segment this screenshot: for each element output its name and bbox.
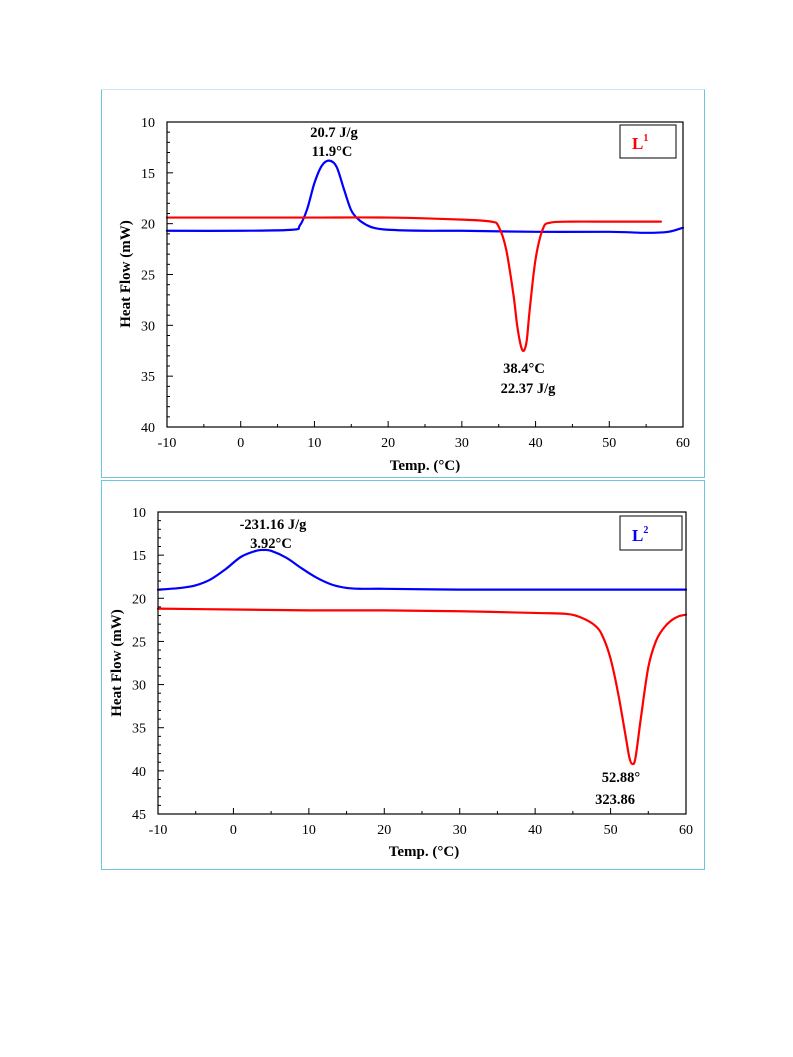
legend-box [619, 515, 683, 551]
trough-annotation-line-1: 52.88° [602, 770, 641, 786]
y-tick-label: 15 [132, 549, 146, 564]
trough-annotation-line-1: 38.4°C [503, 361, 545, 377]
x-tick-label: 0 [230, 823, 237, 838]
y-tick-label: 20 [132, 592, 146, 607]
x-tick-label: 10 [307, 436, 321, 451]
x-tick-label: 30 [453, 823, 467, 838]
dsc-chart-1: -10 0 10 20 30 40 50 60 10 15 20 25 30 35 40 Temp. (°C… [118, 116, 690, 474]
peak-annotation-line-2: 3.92°C [250, 536, 292, 552]
blue-series-line [156, 548, 688, 591]
y-tick-label: 45 [132, 808, 146, 823]
x-tick-label: 40 [528, 823, 542, 838]
y-tick-label: 35 [132, 722, 146, 737]
y-tick-label: 25 [141, 269, 155, 284]
x-axis-label: Temp. (°C) [390, 458, 460, 474]
x-tick-label: 60 [679, 823, 693, 838]
x-tick-label: 20 [377, 823, 391, 838]
peak-annotation-line-2: 11.9°C [312, 144, 353, 160]
y-axis-label: Heat Flow (mW) [118, 220, 134, 327]
peak-annotation-line-1: -231.16 J/g [240, 517, 308, 533]
x-tick-label: -10 [158, 436, 177, 451]
x-tick-label: 20 [381, 436, 395, 451]
x-axis-label: Temp. (°C) [389, 844, 459, 860]
y-tick-label: 10 [141, 116, 155, 131]
chart-panel-1: -10 0 10 20 30 40 50 60 10 15 20 25 30 35 40 Temp. (°C… [101, 89, 705, 478]
x-tick-label: 30 [455, 436, 469, 451]
trough-annotation-line-2: 22.37 J/g [501, 381, 557, 397]
peak-annotation-line-1: 20.7 J/g [310, 125, 358, 141]
y-tick-label: 40 [141, 421, 155, 436]
y-tick-label: 40 [132, 765, 146, 780]
trough-annotation-line-2: 323.86 [595, 792, 635, 808]
legend-label: L1 [632, 133, 648, 153]
legend-label: L2 [632, 525, 648, 545]
plot-frame [166, 121, 684, 428]
x-tick-label: 60 [676, 436, 690, 451]
x-tick-label: -10 [149, 823, 168, 838]
legend-label-sup: 1 [643, 133, 648, 144]
legend-box [619, 124, 677, 159]
x-tick-label: 10 [302, 823, 316, 838]
y-tick-label: 30 [141, 319, 155, 334]
y-tick-label: 10 [132, 506, 146, 521]
legend-label-sup: 2 [643, 525, 648, 536]
y-tick-label: 20 [141, 218, 155, 233]
legend-label-base: L [632, 526, 643, 545]
y-tick-label: 35 [141, 370, 155, 385]
red-series-line [165, 216, 662, 353]
legend-label-base: L [632, 134, 643, 153]
y-tick-label: 15 [141, 167, 155, 182]
y-tick-label: 25 [132, 635, 146, 650]
x-tick-label: 50 [602, 436, 616, 451]
dsc-chart-2: -10 0 10 20 30 40 50 60 10 15 20 25 30 35 40 45 Temp. (… [109, 506, 693, 860]
x-tick-label: 50 [604, 823, 618, 838]
plot-frame [157, 511, 687, 815]
y-axis-label: Heat Flow (mW) [109, 609, 125, 716]
y-tick-label: 30 [132, 679, 146, 694]
x-tick-label: 0 [237, 436, 244, 451]
chart-panel-2: -10 0 10 20 30 40 50 60 10 15 20 25 30 35 40 45 Temp. (… [101, 480, 705, 870]
red-series-line [156, 607, 688, 766]
x-tick-label: 40 [529, 436, 543, 451]
